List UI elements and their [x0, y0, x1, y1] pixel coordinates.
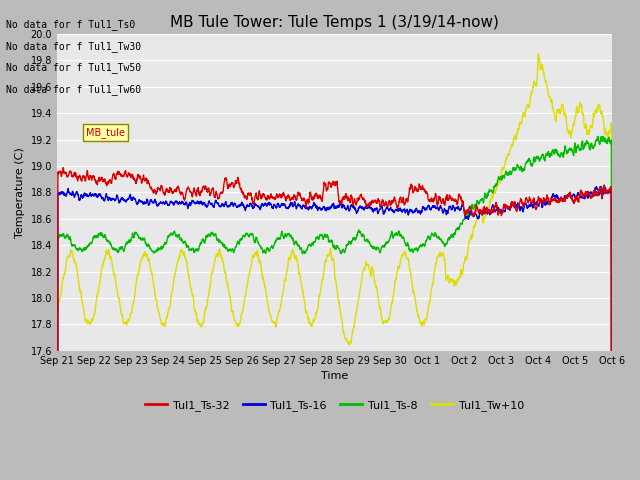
Text: No data for f Tul1_Tw30: No data for f Tul1_Tw30 [6, 41, 141, 52]
Text: No data for f Tul1_Tw50: No data for f Tul1_Tw50 [6, 62, 141, 73]
X-axis label: Time: Time [321, 371, 348, 381]
Text: MB_tule: MB_tule [86, 127, 125, 138]
Y-axis label: Temperature (C): Temperature (C) [15, 147, 25, 238]
Text: No data for f Tul1_Tw60: No data for f Tul1_Tw60 [6, 84, 141, 95]
Legend: Tul1_Ts-32, Tul1_Ts-16, Tul1_Ts-8, Tul1_Tw+10: Tul1_Ts-32, Tul1_Ts-16, Tul1_Ts-8, Tul1_… [140, 395, 529, 415]
Text: No data for f Tul1_Ts0: No data for f Tul1_Ts0 [6, 19, 136, 30]
Title: MB Tule Tower: Tule Temps 1 (3/19/14-now): MB Tule Tower: Tule Temps 1 (3/19/14-now… [170, 15, 499, 30]
